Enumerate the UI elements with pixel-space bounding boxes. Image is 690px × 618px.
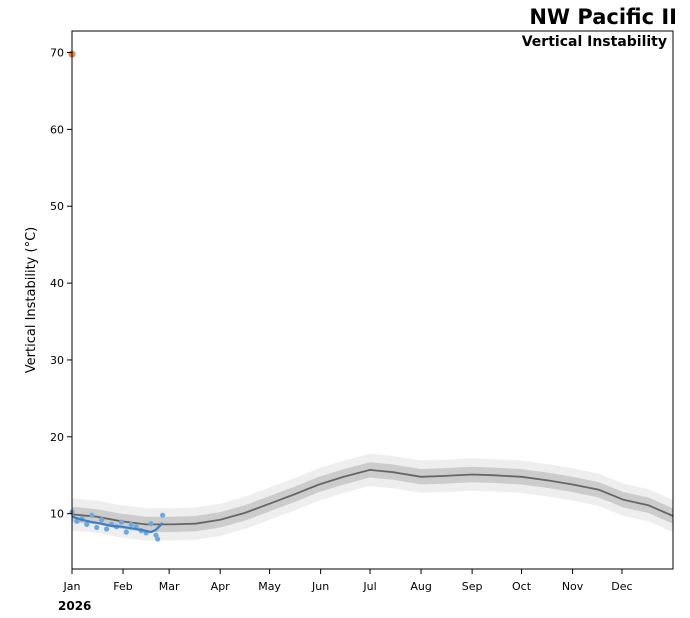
- current-year-smoothed-line: [71, 515, 164, 534]
- x-axis: Jan Feb Mar Apr May Jun Jul Aug Sep Oct Nov Dec: [63, 569, 633, 593]
- y-tick-label: 60: [50, 123, 64, 136]
- current-year-point: [84, 521, 90, 528]
- y-tick-label: 30: [50, 354, 64, 367]
- current-year-point: [123, 529, 129, 535]
- x-tick-label: May: [258, 580, 281, 593]
- x-tick-label: Feb: [113, 580, 132, 593]
- current-year-point: [155, 536, 161, 542]
- climatology-inner-band: [72, 462, 673, 533]
- chart-title: NW Pacific II: [529, 5, 677, 29]
- x-axis-year-label: 2026: [58, 599, 91, 613]
- y-tick-label: 50: [50, 200, 64, 213]
- x-tick-label: Sep: [462, 580, 483, 593]
- x-tick-label: Dec: [611, 580, 632, 593]
- current-year-point: [118, 519, 124, 525]
- y-axis: 10 20 30 40 50 60 70: [50, 47, 72, 521]
- y-tick-label: 40: [50, 277, 64, 290]
- x-tick-label: Jan: [63, 580, 81, 593]
- y-tick-label: 70: [50, 47, 64, 60]
- x-tick-label: Nov: [562, 580, 584, 593]
- x-tick-label: Jul: [362, 580, 376, 593]
- climatology-mean-line: [71, 468, 674, 526]
- current-year-point: [148, 521, 154, 527]
- x-tick-label: Apr: [211, 580, 231, 593]
- y-axis-label: Vertical Instability (°C): [24, 227, 39, 373]
- current-year-point: [128, 521, 134, 528]
- x-tick-label: Aug: [410, 580, 431, 593]
- plot-frame: [71, 30, 674, 570]
- current-year-point: [99, 517, 105, 523]
- x-tick-label: Oct: [512, 580, 532, 593]
- x-tick-label: Mar: [159, 580, 180, 593]
- current-year-point: [89, 512, 95, 518]
- current-year-point: [94, 524, 100, 531]
- x-tick-label: Jun: [311, 580, 329, 593]
- y-tick-label: 10: [50, 508, 64, 521]
- current-year-point: [104, 526, 110, 532]
- current-year-point: [74, 518, 80, 524]
- chart-subtitle: Vertical Instability: [522, 34, 667, 50]
- y-tick-label: 20: [50, 431, 64, 444]
- current-year-point: [160, 512, 166, 518]
- plot-area: [68, 50, 674, 542]
